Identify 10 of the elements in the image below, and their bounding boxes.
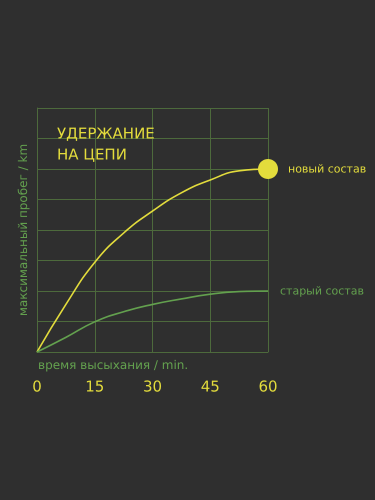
y-axis-title: максимальный пробег / km	[16, 144, 30, 316]
x-tick-label: 60	[258, 378, 278, 396]
series-label: старый состав	[280, 284, 364, 298]
series-label: новый состав	[288, 162, 366, 176]
x-tick-label: 45	[200, 378, 220, 396]
x-axis-title: время высыхания / min.	[38, 358, 188, 372]
x-tick-label: 0	[32, 378, 42, 396]
x-tick-label: 30	[142, 378, 162, 396]
x-tick-label: 15	[85, 378, 104, 396]
chart-title: УДЕРЖАНИЕ НА ЦЕПИ	[57, 124, 160, 164]
